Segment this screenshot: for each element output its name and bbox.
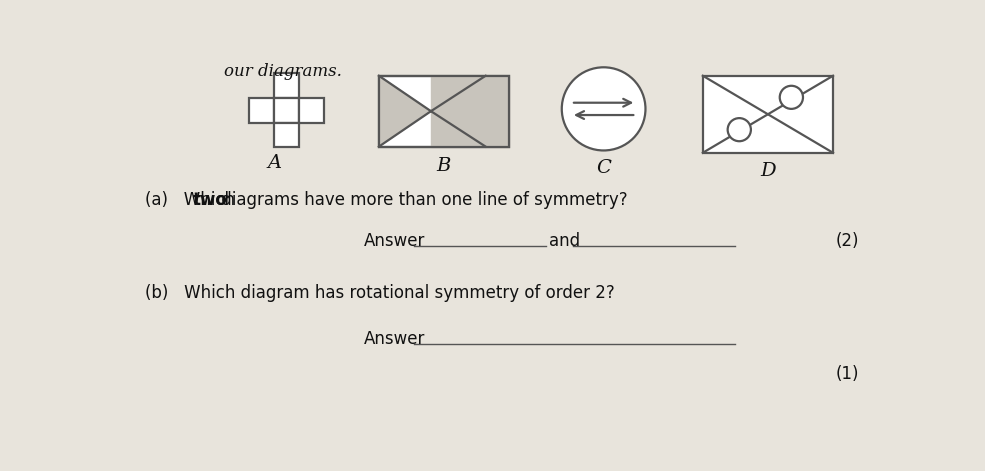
Text: (2): (2)	[836, 232, 859, 250]
Bar	[249, 98, 274, 123]
Text: Answer: Answer	[363, 330, 425, 348]
Circle shape	[561, 67, 645, 150]
Text: Answer: Answer	[363, 232, 425, 250]
Text: (1): (1)	[836, 365, 859, 382]
Bar	[379, 76, 509, 146]
Bar	[299, 98, 324, 123]
Text: D: D	[760, 162, 776, 180]
Text: C: C	[596, 159, 611, 177]
Text: diagrams have more than one line of symmetry?: diagrams have more than one line of symm…	[216, 191, 627, 209]
Circle shape	[728, 118, 751, 141]
Bar	[379, 76, 509, 146]
Text: A: A	[268, 154, 282, 171]
Bar	[274, 73, 299, 98]
Text: (a)   Which: (a) Which	[145, 191, 240, 209]
Text: our diagrams.: our diagrams.	[224, 63, 342, 80]
Bar	[274, 123, 299, 147]
Bar	[274, 98, 299, 123]
Text: (b)   Which diagram has rotational symmetry of order 2?: (b) Which diagram has rotational symmetr…	[145, 284, 615, 301]
Text: and: and	[550, 232, 580, 250]
Circle shape	[780, 86, 803, 109]
Bar	[703, 76, 833, 153]
Polygon shape	[431, 76, 509, 146]
Text: B: B	[436, 157, 451, 175]
Polygon shape	[379, 76, 431, 146]
Text: two: two	[193, 191, 228, 209]
